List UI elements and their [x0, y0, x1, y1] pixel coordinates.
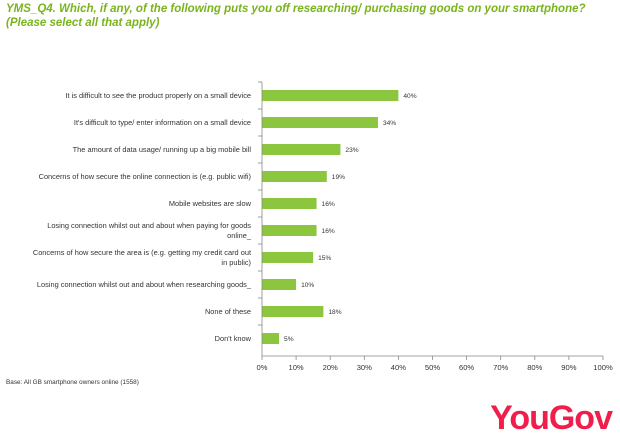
category-label: The amount of data usage/ running up a b…: [73, 145, 252, 154]
data-label: 5%: [284, 336, 294, 343]
x-tick-label: 20%: [323, 363, 338, 372]
bar: [262, 171, 327, 182]
category-label: Losing connection whilst out and about w…: [47, 221, 251, 230]
category-label: in public): [221, 258, 251, 267]
bar: [262, 144, 341, 155]
x-tick-label: 100%: [593, 363, 613, 372]
x-tick-label: 40%: [391, 363, 406, 372]
category-label: None of these: [205, 307, 251, 316]
bar: [262, 333, 280, 344]
bar: [262, 225, 317, 236]
x-tick-label: 60%: [459, 363, 474, 372]
base-note: Base: All GB smartphone owners online (1…: [6, 379, 139, 386]
category-label: Concerns of how secure the area is (e.g.…: [33, 248, 251, 257]
category-label: Concerns of how secure the online connec…: [39, 172, 251, 181]
bar: [262, 90, 399, 101]
data-label: 23%: [345, 147, 358, 154]
x-tick-label: 30%: [357, 363, 372, 372]
x-tick-label: 0%: [257, 363, 268, 372]
data-labels: 40% 34% 23% 19% 16% 16% 15% 10% 18% 5%: [284, 93, 417, 343]
x-tick-labels: 0% 10% 20% 30% 40% 50% 60% 70% 80% 90% 100%: [257, 363, 613, 372]
bars: [262, 90, 399, 344]
data-label: 16%: [322, 201, 335, 208]
bar: [262, 306, 324, 317]
data-label: 34%: [383, 120, 396, 127]
bar: [262, 252, 314, 263]
category-label: It's difficult to type/ enter informatio…: [74, 118, 251, 127]
data-label: 15%: [318, 255, 331, 262]
data-label: 19%: [332, 174, 345, 181]
x-tick-label: 80%: [527, 363, 542, 372]
bar: [262, 279, 297, 290]
data-label: 16%: [322, 228, 335, 235]
x-tick-label: 90%: [561, 363, 576, 372]
x-tick-label: 70%: [493, 363, 508, 372]
category-labels: It is difficult to see the product prope…: [33, 91, 252, 343]
data-label: 10%: [301, 282, 314, 289]
bar: [262, 198, 317, 209]
category-label: It is difficult to see the product prope…: [65, 91, 251, 100]
category-label: online_: [227, 231, 252, 240]
x-tick-label: 50%: [425, 363, 440, 372]
category-label: Losing connection whilst out and about w…: [37, 280, 252, 289]
x-tick-label: 10%: [288, 363, 303, 372]
data-label: 40%: [403, 93, 416, 100]
data-label: 18%: [328, 309, 341, 316]
bar: [262, 117, 378, 128]
axes: [258, 81, 604, 360]
category-label: Mobile websites are slow: [169, 199, 252, 208]
yougov-logo: YouGov: [490, 399, 613, 437]
category-label: Don't know: [215, 334, 252, 343]
chart-title: YMS_Q4. Which, if any, of the following …: [6, 3, 586, 29]
